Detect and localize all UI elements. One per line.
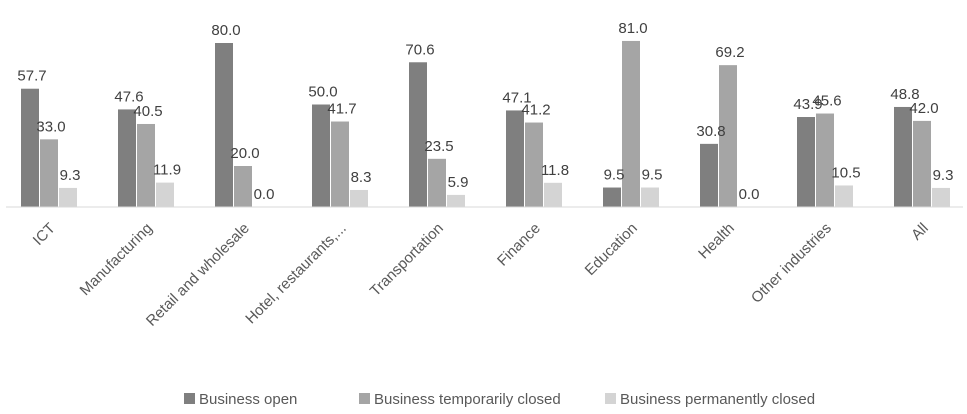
bar-3-2: [156, 182, 174, 207]
bar-1-4: [312, 104, 330, 207]
value-label-3-4: 8.3: [351, 169, 372, 186]
bar-2-2: [137, 123, 155, 207]
value-label-1-10: 48.8: [890, 86, 919, 103]
value-label-3-7: 9.5: [642, 167, 663, 184]
value-label-2-5: 23.5: [424, 138, 453, 155]
category-label-9: Other industries: [748, 220, 835, 307]
value-label-2-6: 41.2: [521, 102, 550, 119]
value-label-3-10: 9.3: [933, 167, 954, 184]
bar-3-9: [835, 185, 853, 207]
bar-2-1: [40, 139, 58, 207]
value-label-1-5: 70.6: [405, 41, 434, 58]
bar-1-1: [21, 88, 39, 207]
bar-1-3: [215, 43, 233, 207]
value-label-1-1: 57.7: [17, 68, 46, 85]
category-label-4: Hotel, restaurants,...: [242, 220, 350, 328]
legend-swatch-2: [359, 393, 370, 404]
bar-1-9: [797, 117, 815, 207]
value-label-1-9: 43.9: [793, 96, 822, 113]
bar-3-10: [932, 187, 950, 207]
legend-swatch-3: [605, 393, 616, 404]
value-label-3-8: 0.0: [739, 186, 760, 203]
legend-label-3: Business permanently closed: [620, 391, 815, 408]
bar-2-6: [525, 122, 543, 207]
legend-swatch-1: [184, 393, 195, 404]
value-label-2-10: 42.0: [909, 100, 938, 117]
value-label-3-6: 11.8: [541, 162, 569, 179]
value-label-2-8: 69.2: [715, 44, 744, 61]
value-label-1-6: 47.1: [502, 89, 531, 106]
bar-1-6: [506, 110, 524, 207]
value-label-1-2: 47.6: [114, 88, 143, 105]
value-label-2-7: 81.0: [618, 20, 647, 37]
bar-3-4: [350, 189, 368, 207]
bar-1-8: [700, 143, 718, 207]
legend-label-1: Business open: [199, 391, 297, 408]
value-label-3-1: 9.3: [60, 167, 81, 184]
value-label-2-1: 33.0: [36, 118, 65, 135]
bar-2-9: [816, 113, 834, 207]
bar-2-7: [622, 40, 640, 208]
bar-2-5: [428, 158, 446, 207]
value-label-3-3: 0.0: [254, 186, 275, 203]
bar-1-7: [603, 187, 621, 207]
value-label-1-3: 80.0: [211, 22, 240, 39]
bar-2-3: [234, 166, 252, 207]
bar-3-7: [641, 187, 659, 207]
category-label-5: Transportation: [367, 220, 447, 300]
bar-1-10: [894, 106, 912, 207]
bar-1-2: [118, 109, 136, 207]
bar-1-5: [409, 62, 427, 207]
value-label-2-4: 41.7: [327, 101, 356, 118]
category-label-10: All: [908, 220, 932, 244]
bars-group: [21, 40, 950, 208]
category-label-8: Health: [695, 220, 738, 263]
category-label-6: Finance: [494, 220, 544, 270]
bar-2-4: [331, 121, 349, 207]
value-label-1-7: 9.5: [604, 167, 625, 184]
value-labels-group: 57.733.09.347.640.511.980.020.00.050.041…: [17, 20, 953, 203]
value-label-2-2: 40.5: [133, 103, 162, 120]
category-label-7: Education: [582, 220, 641, 279]
legend: Business open Business temporarily closed…: [184, 391, 815, 408]
bar-3-5: [447, 194, 465, 207]
value-label-2-3: 20.0: [230, 145, 259, 162]
value-label-3-2: 11.9: [153, 162, 181, 179]
value-label-3-5: 5.9: [448, 174, 469, 191]
legend-label-2: Business temporarily closed: [374, 391, 561, 408]
category-label-3: Retail and wholesale: [143, 220, 253, 330]
bar-2-8: [719, 65, 737, 207]
bar-2-10: [913, 120, 931, 207]
value-label-1-4: 50.0: [308, 84, 337, 101]
value-label-1-8: 30.8: [696, 123, 725, 140]
bar-3-6: [544, 182, 562, 207]
value-label-3-9: 10.5: [831, 164, 860, 181]
bar-3-1: [59, 187, 77, 207]
value-label-2-9: 45.6: [812, 93, 841, 110]
category-label-1: ICT: [30, 220, 59, 249]
category-label-2: Manufacturing: [77, 220, 156, 299]
